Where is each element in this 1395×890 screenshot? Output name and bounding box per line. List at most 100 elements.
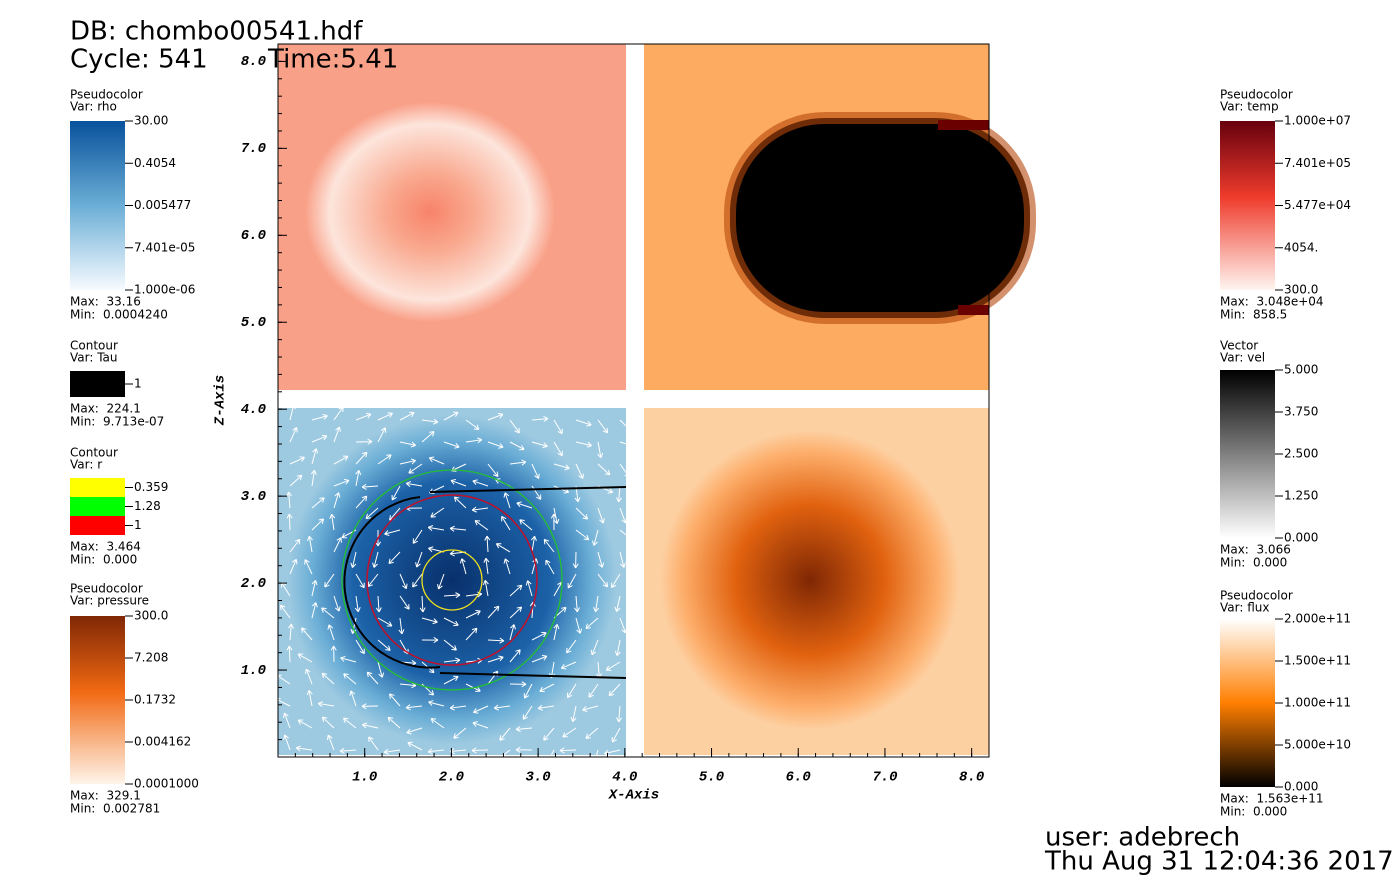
legend-label: 0.005477 <box>134 198 191 212</box>
arrow <box>317 701 335 708</box>
arrow <box>472 479 489 487</box>
legend-plot: Vector <box>1220 339 1258 353</box>
arrow <box>289 408 296 421</box>
arrow <box>516 501 533 509</box>
z-tick-label: 5.0 <box>241 315 266 331</box>
legend-var: Var: vel <box>1220 351 1265 365</box>
legend-label: 1.000e+07 <box>1284 114 1351 128</box>
arrow <box>330 645 337 663</box>
legend-label: 1 <box>134 518 142 532</box>
z-tick-label: 1.0 <box>241 663 266 679</box>
arrow <box>483 557 490 575</box>
legend-swatch <box>70 371 125 397</box>
arrow <box>570 705 577 723</box>
user: user: adebrech <box>1045 823 1240 853</box>
arrow <box>301 627 313 641</box>
arrow <box>350 617 357 634</box>
arrow <box>408 463 423 474</box>
arrow <box>614 595 621 612</box>
arrow <box>283 734 291 751</box>
arrow <box>567 683 577 699</box>
arrow <box>515 746 533 753</box>
arrow <box>619 463 626 477</box>
x-tick-label: 3.0 <box>526 770 551 786</box>
arrow <box>575 529 590 541</box>
arrow <box>553 441 563 457</box>
arrow <box>588 683 599 698</box>
arrow <box>321 607 335 619</box>
arrow <box>553 463 570 471</box>
contour-tau <box>429 486 627 679</box>
arrow <box>597 419 609 434</box>
arrow <box>482 579 489 597</box>
legend-var: Var: Tau <box>70 351 118 365</box>
time: Time:5.41 <box>267 45 398 75</box>
arrow <box>311 580 318 597</box>
arrow <box>611 573 621 589</box>
arrow <box>575 441 592 448</box>
arrow <box>531 441 548 449</box>
arrow <box>443 617 459 627</box>
arrow <box>531 463 540 479</box>
legend-label: 1.250 <box>1284 489 1318 503</box>
arrow <box>543 538 555 553</box>
legend-swatch <box>70 497 125 516</box>
arrow <box>355 495 368 509</box>
legend-label: 4054. <box>1284 240 1318 254</box>
arrow <box>487 637 505 644</box>
arrow <box>333 455 349 465</box>
x-tick-label: 2.0 <box>439 770 464 786</box>
arrow <box>365 507 379 520</box>
legend-label: 1 <box>134 377 142 391</box>
contour-r <box>366 494 538 666</box>
arrow <box>453 496 467 509</box>
arrow <box>472 721 489 729</box>
arrow <box>412 529 423 544</box>
legend-label: 1.000e-06 <box>134 283 195 297</box>
arrow <box>509 649 521 663</box>
arrow <box>593 595 600 613</box>
x-tick-label: 6.0 <box>786 770 811 786</box>
arrow <box>297 653 313 663</box>
legend-label: 0.359 <box>134 480 168 494</box>
legend-label: 1.28 <box>134 499 161 513</box>
arrow <box>286 645 293 663</box>
legend-label: 300.0 <box>1284 283 1318 297</box>
arrow <box>428 456 445 465</box>
legend-var: Var: r <box>70 458 102 472</box>
arrow <box>368 736 379 751</box>
arrow <box>509 624 516 641</box>
arrow <box>487 441 504 449</box>
arrow <box>619 507 626 524</box>
arrow <box>597 507 605 524</box>
arrow <box>355 469 362 487</box>
arrow <box>597 463 611 476</box>
panels <box>278 44 1036 755</box>
legend-swatch <box>70 478 125 497</box>
legend-label: 5.000e+10 <box>1284 738 1351 752</box>
plot-frame <box>277 43 990 758</box>
arrow <box>545 559 555 575</box>
arrow <box>311 413 328 421</box>
arrow <box>361 483 379 490</box>
arrow <box>525 580 533 597</box>
arrow <box>377 412 393 421</box>
arrow <box>329 513 336 531</box>
arrow <box>597 573 609 588</box>
arrow <box>509 459 527 466</box>
arrow <box>559 747 577 754</box>
rho-blob <box>287 415 617 745</box>
arrow <box>311 497 325 509</box>
arrow <box>310 469 317 487</box>
legend-label: 0.4054 <box>134 156 176 170</box>
arrow <box>567 573 577 589</box>
arrow <box>421 418 439 425</box>
arrow <box>531 631 547 641</box>
legend-plot: Pseudocolor <box>70 88 143 102</box>
arrow <box>572 551 579 569</box>
arrow <box>399 573 408 590</box>
legend-min: Min: 9.713e-07 <box>70 415 164 429</box>
arrow <box>375 595 382 613</box>
arrow <box>487 655 504 663</box>
